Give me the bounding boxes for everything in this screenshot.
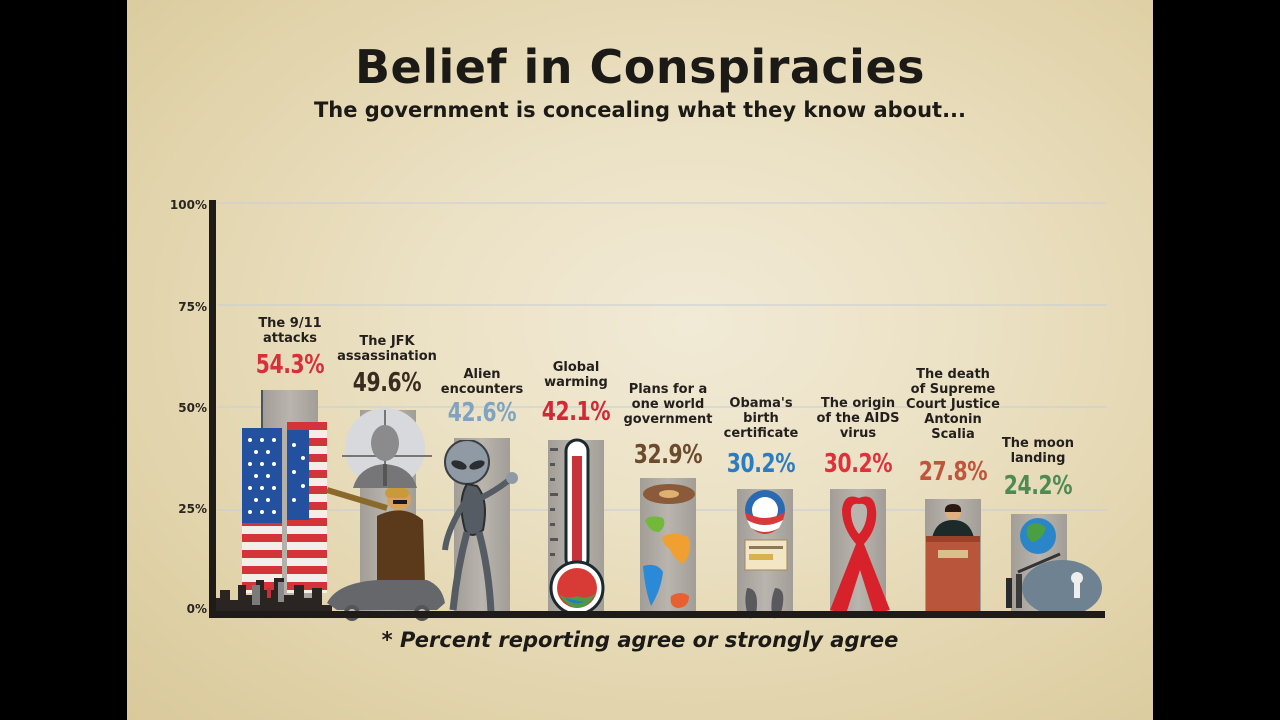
x-axis [209,611,1105,618]
label-global-warming: Global warming [544,360,608,390]
moon-landing-icon [1006,518,1102,616]
chart-title: Belief in Conspiracies [354,40,926,94]
alien-icon [442,440,518,613]
label-moon: The moon landing [1001,436,1075,466]
value-alien: 42.6% [447,398,517,428]
y-tick-100: 100% [169,198,207,212]
label-jfk: The JFK assassination [337,334,437,364]
twin-towers-flag-icon [212,390,332,613]
value-scalia: 27.8% [918,457,988,487]
y-tick-25: 25% [178,502,207,516]
value-moon: 24.2% [1003,471,1073,501]
value-911: 54.3% [255,350,325,380]
value-obama: 30.2% [726,449,796,479]
value-aids: 30.2% [823,449,893,479]
y-tick-75: 75% [178,300,207,314]
y-axis [209,200,216,618]
value-jfk: 49.6% [352,368,422,398]
chart-subtitle: The government is concealing what they k… [313,98,967,122]
label-alien: Alien encounters [440,367,524,397]
infographic-poster: Belief in Conspiracies The government is… [127,0,1153,720]
label-obama: Obama's birth certificate [723,396,799,441]
label-aids: The origin of the AIDS virus [816,396,900,441]
y-tick-0: 0% [186,602,207,616]
value-global-warming: 42.1% [541,397,611,427]
footnote: * Percent reporting agree or strongly ag… [381,628,899,652]
world-map-icon [643,484,695,608]
y-tick-50: 50% [178,401,207,415]
label-one-world: Plans for a one world government [623,382,713,427]
label-scalia: The death of Supreme Court Justice Antonin S… [906,367,1000,442]
red-ribbon-icon [830,496,890,614]
gridline-75 [217,304,1107,306]
sniper-target-icon [326,408,445,621]
label-911: The 9/11 attacks [258,316,322,346]
judge-icon [926,504,980,618]
birth-certificate-icon [744,490,788,619]
gridline-50 [217,406,1107,408]
value-one-world: 32.9% [633,440,703,470]
gridline-100 [217,202,1107,204]
thermometer-icon [549,438,605,616]
